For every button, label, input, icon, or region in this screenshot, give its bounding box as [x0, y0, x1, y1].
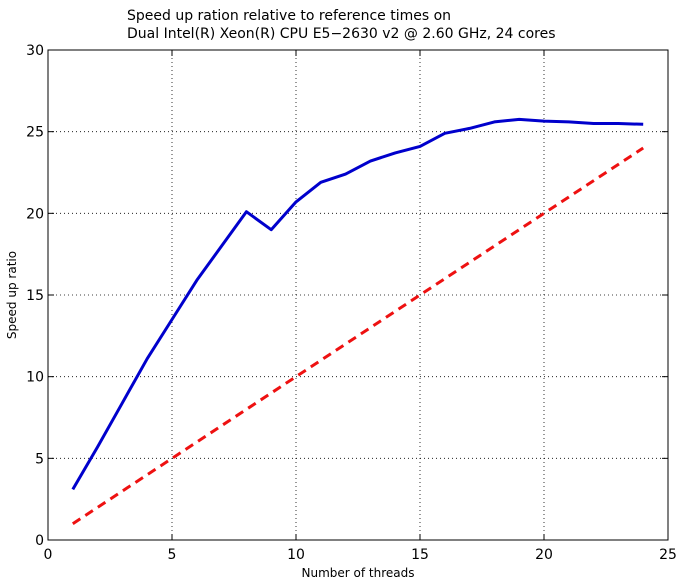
y-tick-label: 15 — [26, 288, 44, 304]
x-tick-label: 25 — [659, 547, 677, 563]
grid — [48, 50, 668, 540]
y-tick-label: 25 — [26, 125, 44, 141]
y-tick-label: 5 — [35, 451, 44, 467]
measured-speedup-series-line — [71, 117, 644, 491]
reference-linear-series-line — [71, 146, 645, 525]
y-tick-label: 20 — [26, 206, 44, 222]
x-tick-label: 5 — [168, 547, 177, 563]
y-tick-label: 10 — [26, 370, 44, 386]
y-tick-label: 0 — [35, 533, 44, 549]
y-axis-label: Speed up ratio — [5, 251, 19, 339]
x-tick-label: 10 — [287, 547, 305, 563]
x-axis-label: Number of threads — [302, 566, 415, 580]
series-lines — [71, 117, 645, 525]
axis-ticks: 0 5 10 15 20 25 0 5 10 15 20 25 30 — [26, 43, 677, 563]
chart-title-line-2: Dual Intel(R) Xeon(R) CPU E5−2630 v2 @ 2… — [127, 26, 555, 42]
x-tick-label: 0 — [44, 547, 53, 563]
y-tick-label: 30 — [26, 43, 44, 59]
x-tick-label: 15 — [411, 547, 429, 563]
chart-title-line-1: Speed up ration relative to reference ti… — [127, 8, 451, 24]
x-tick-label: 20 — [535, 547, 553, 563]
